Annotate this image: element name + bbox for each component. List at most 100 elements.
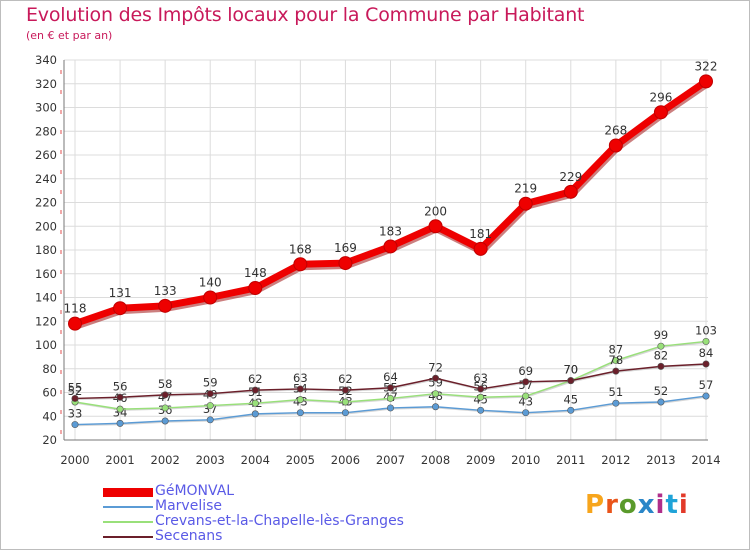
data-label: 78 [609,353,624,367]
data-label: 33 [68,407,83,421]
data-label: 148 [244,266,267,280]
data-point [657,398,665,406]
data-point [432,374,440,382]
data-point [522,409,530,417]
data-point [608,138,623,153]
x-tick-label: 2003 [196,453,225,467]
chart-title: Evolution des Impôts locaux pour la Comm… [26,4,585,26]
data-point [116,405,124,413]
x-tick-label: 2007 [376,453,405,467]
x-tick-label: 2008 [421,453,450,467]
data-point [293,257,308,272]
y-tick-label: 160 [35,267,57,281]
y-tick-label: 320 [35,77,57,91]
data-label: 69 [518,364,533,378]
data-point [386,394,394,402]
data-point [657,342,665,350]
y-tick-label: 80 [42,362,57,376]
data-label: 59 [203,376,218,390]
proxiti-logo: Proxiti [585,490,689,520]
y-tick-label: 40 [42,409,57,423]
data-point [477,406,485,414]
data-point [71,421,79,429]
x-tick-label: 2010 [511,453,540,467]
data-point [251,399,259,407]
legend-label: GéMONVAL [155,483,235,499]
data-point [522,392,530,400]
data-label: 133 [154,284,177,298]
data-point [522,378,530,386]
data-point [113,301,128,316]
data-point [338,256,353,271]
data-label: 229 [559,170,582,184]
data-label: 57 [699,378,714,392]
y-tick-label: 280 [35,124,57,138]
data-label: 63 [473,371,488,385]
data-label: 70 [563,363,578,377]
data-point [251,386,259,394]
legend-label: Crevans-et-la-Chapelle-lès-Granges [155,513,404,529]
x-tick-label: 2000 [60,453,89,467]
data-point [206,390,214,398]
data-label: 322 [695,59,718,73]
data-label: 87 [609,342,624,356]
data-label: 82 [654,348,669,362]
y-tick-label: 340 [35,53,57,67]
x-tick-label: 2001 [105,453,134,467]
data-label: 43 [518,395,533,409]
data-label: 62 [338,372,353,386]
data-label: 168 [289,242,312,256]
data-point [567,406,575,414]
data-point [341,409,349,417]
legend-label: Marvelise [155,498,222,514]
data-point [432,390,440,398]
data-point [248,281,263,295]
data-point [702,392,710,400]
data-label: 200 [424,204,447,218]
data-point [161,404,169,412]
data-point [477,393,485,401]
y-tick-label: 240 [35,172,57,186]
y-tick-label: 260 [35,148,57,162]
data-label: 169 [334,241,357,255]
data-point [699,74,713,89]
data-label: 64 [383,370,398,384]
data-label: 72 [428,360,443,374]
data-label: 62 [248,372,263,386]
data-label: 58 [158,377,173,391]
data-point [386,404,394,412]
data-label: 181 [469,227,492,241]
y-tick-label: 200 [35,219,57,233]
legend-swatch [103,536,153,538]
data-label: 131 [109,286,132,300]
data-label: 70 [563,363,578,377]
data-point [161,417,169,425]
data-label: 140 [199,276,222,290]
y-tick-label: 220 [35,196,57,210]
data-point [386,384,394,392]
x-tick-label: 2013 [646,453,675,467]
data-point [116,419,124,427]
data-point [612,356,620,364]
data-point [653,105,668,120]
data-label: 118 [64,302,87,316]
data-label: 99 [654,328,669,342]
y-tick-label: 300 [35,101,57,115]
data-label: 296 [649,90,672,104]
data-label: 51 [609,385,624,399]
data-point [203,290,218,305]
data-point [68,316,82,331]
data-point [428,219,443,234]
data-label: 52 [68,384,83,398]
x-tick-label: 2014 [691,453,720,467]
data-label: 84 [699,346,714,360]
y-tick-label: 180 [35,243,57,257]
data-point [116,393,124,401]
data-point [567,377,575,385]
data-label: 45 [563,392,578,406]
data-point [296,385,304,393]
data-point [518,196,533,211]
data-label: 219 [514,182,537,196]
x-tick-label: 2005 [286,453,315,467]
